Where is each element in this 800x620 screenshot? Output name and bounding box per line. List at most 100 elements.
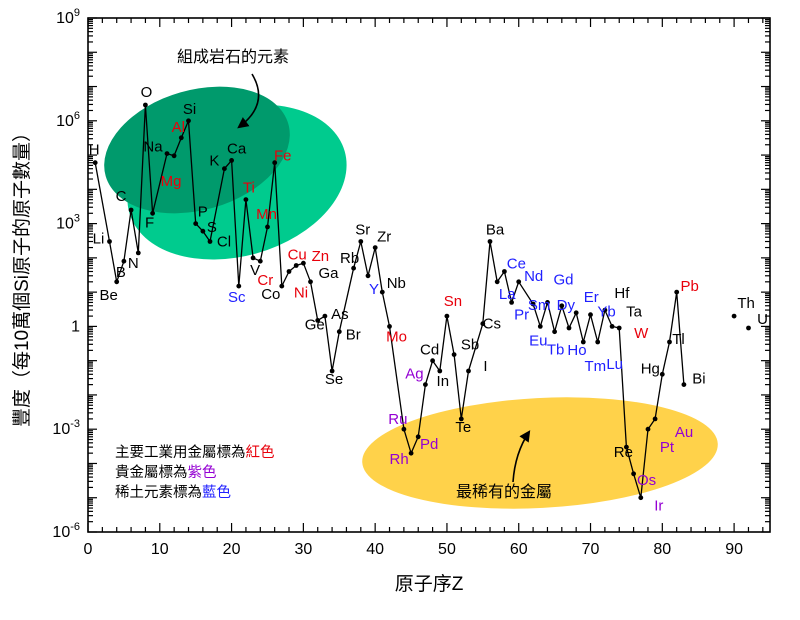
x-tick-label: 50: [438, 541, 456, 558]
element-label-Ti: Ti: [243, 180, 255, 197]
element-label-Tm: Tm: [584, 358, 606, 375]
element-label-Eu: Eu: [529, 332, 547, 349]
point-Ba: [487, 239, 493, 244]
point-Nd: [516, 279, 522, 285]
point-Th: [731, 313, 737, 319]
y-tick-labels: 109 106 103 1 10-3 10-6: [52, 7, 80, 541]
element-label-Au: Au: [675, 424, 693, 441]
element-label-Ba: Ba: [486, 221, 505, 238]
element-label-Nd: Nd: [524, 268, 543, 285]
rarest-metals-label-arrow: [512, 430, 531, 483]
element-label-I: I: [483, 358, 487, 375]
element-label-Th: Th: [737, 295, 755, 312]
point-As: [322, 313, 328, 319]
point-Cu: [293, 263, 299, 268]
element-label-Cs: Cs: [483, 316, 501, 333]
point-Se: [329, 368, 335, 374]
legend-line: 主要工業用金屬標為紅色: [115, 444, 275, 461]
point-Ag: [423, 382, 428, 387]
point-Y: [365, 273, 371, 279]
point-Pb: [674, 289, 680, 295]
element-label-Cd: Cd: [420, 342, 439, 359]
y-tick-label: 103: [56, 213, 80, 233]
point-Ge: [315, 318, 321, 323]
point-Li: [107, 239, 112, 244]
x-tick-label: 10: [151, 541, 169, 558]
point-Zr: [372, 245, 378, 251]
element-label-Lu: Lu: [606, 356, 623, 373]
element-label-W: W: [634, 325, 649, 342]
element-label-Al: Al: [172, 119, 185, 136]
point-Fe: [272, 160, 278, 166]
element-label-Mn: Mn: [256, 206, 277, 223]
point-W: [616, 325, 622, 331]
point-Ni: [286, 269, 292, 274]
point-Os: [631, 471, 636, 477]
element-label-Mg: Mg: [161, 173, 182, 190]
element-label-U: U: [757, 311, 768, 328]
element-label-Ho: Ho: [567, 342, 586, 359]
element-label-H: H: [89, 142, 100, 159]
point-Mn: [265, 224, 270, 230]
element-label-Ca: Ca: [227, 140, 247, 157]
point-Cl: [207, 239, 213, 244]
element-label-N: N: [128, 255, 139, 272]
plot-frame: [87, 17, 771, 533]
element-label-K: K: [209, 153, 219, 170]
x-tick-label: 0: [84, 541, 93, 558]
point-Ga: [308, 279, 313, 285]
point-Tm: [580, 339, 586, 345]
element-label-Zr: Zr: [377, 229, 391, 246]
element-label-Gd: Gd: [553, 271, 573, 288]
x-tick-label: 90: [725, 541, 743, 558]
point-Er: [573, 310, 579, 316]
point-N: [135, 250, 141, 256]
point-Al: [178, 135, 184, 141]
point-Rb: [351, 265, 356, 271]
rarest-metals-label: 最稀有的金屬: [456, 483, 552, 501]
point-Si: [186, 118, 191, 124]
x-tick-label: 20: [223, 541, 241, 558]
y-tick-label: 10-3: [52, 418, 80, 438]
point-Au: [652, 416, 658, 422]
element-label-Te: Te: [455, 419, 471, 436]
element-label-Pb: Pb: [681, 278, 699, 295]
point-Sr: [358, 239, 364, 244]
point-Pr: [509, 300, 514, 305]
x-axis-title: 原子序Z: [395, 573, 464, 595]
legend-line: 貴金屬標為紫色: [115, 464, 217, 481]
element-label-Bi: Bi: [692, 371, 705, 388]
element-label-Ta: Ta: [626, 303, 643, 320]
element-label-Ga: Ga: [318, 265, 339, 282]
point-Nb: [379, 289, 385, 295]
element-label-Pd: Pd: [420, 436, 438, 453]
point-C: [128, 207, 134, 213]
point-Ti: [243, 197, 249, 203]
element-label-Sb: Sb: [461, 337, 479, 354]
point-Cd: [430, 358, 435, 364]
point-In: [437, 368, 443, 374]
element-label-B: B: [116, 264, 126, 281]
element-label-Li: Li: [93, 230, 105, 247]
point-Te: [458, 416, 464, 422]
element-label-As: As: [331, 306, 349, 323]
x-tick-label: 70: [582, 541, 600, 558]
point-P: [193, 221, 199, 227]
point-Co: [279, 283, 285, 289]
element-label-Ge: Ge: [305, 316, 325, 333]
element-label-Cl: Cl: [217, 233, 231, 250]
element-label-Ir: Ir: [654, 498, 663, 515]
point-Tl: [667, 339, 672, 345]
element-label-O: O: [141, 84, 153, 101]
element-label-Sc: Sc: [228, 289, 246, 306]
rock-forming-label: 組成岩石的元素: [177, 48, 289, 66]
rarest-metals-region: [362, 397, 718, 509]
point-Br: [336, 329, 342, 335]
element-label-Si: Si: [183, 101, 196, 118]
element-label-Sr: Sr: [355, 221, 370, 238]
element-label-Pr: Pr: [514, 306, 529, 323]
